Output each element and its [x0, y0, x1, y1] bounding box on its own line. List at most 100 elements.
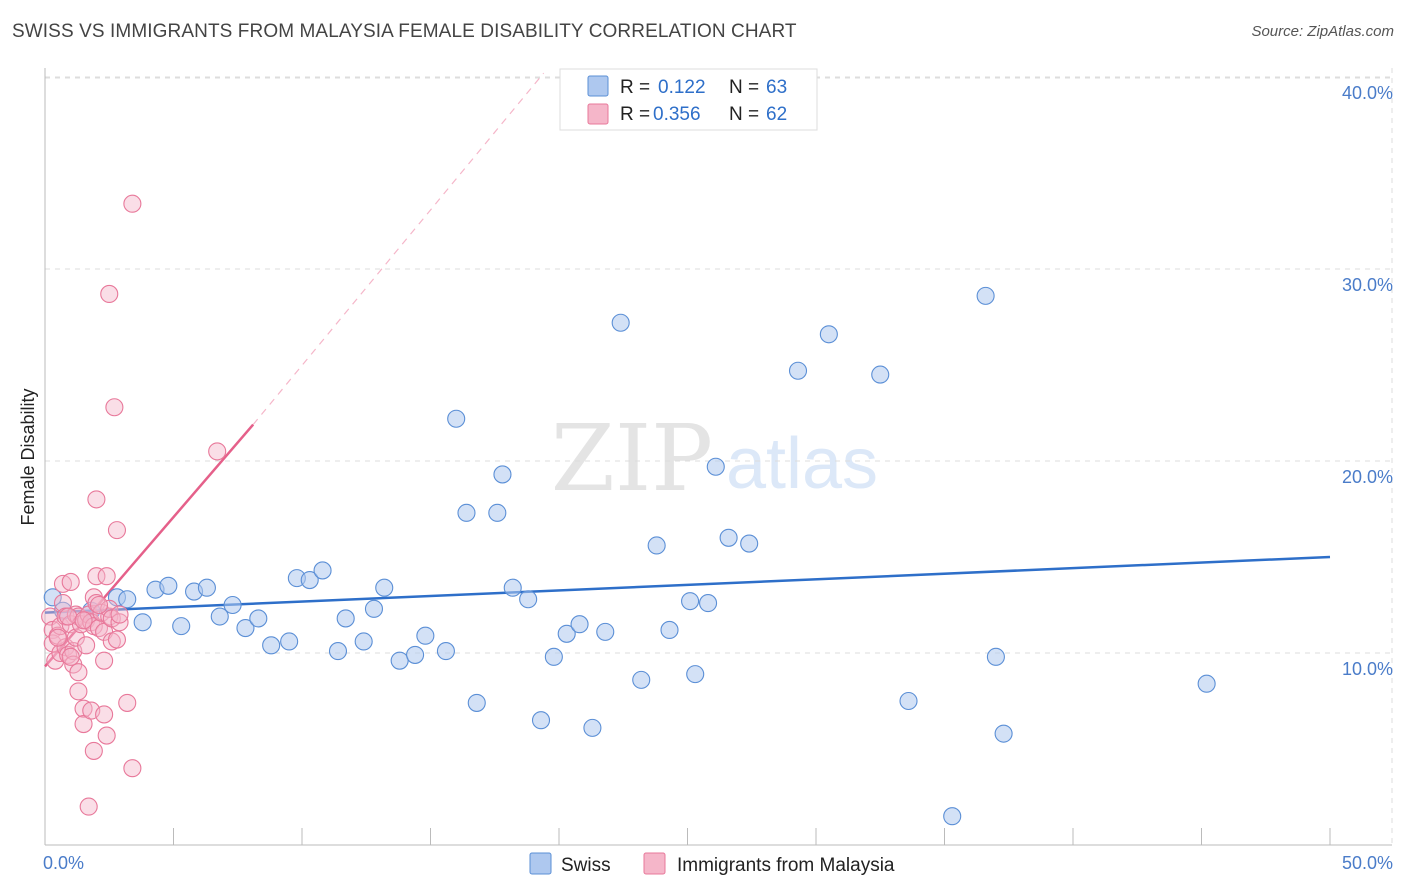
malaysia-bottom-label: Immigrants from Malaysia — [677, 855, 895, 876]
swiss-point — [197, 578, 216, 597]
swiss-point — [364, 599, 384, 618]
swiss-point — [390, 651, 409, 670]
malaysia-point — [69, 663, 88, 682]
swiss-point — [819, 325, 838, 344]
swiss-point — [328, 642, 348, 661]
swiss-point — [447, 409, 466, 428]
swiss-point — [788, 361, 808, 380]
source-credit: Source: ZipAtlas.com — [1251, 23, 1394, 40]
swiss-point — [336, 609, 355, 628]
stats-legend: R = 0.122 N = 63 R = 0.356 N = 62 — [559, 68, 818, 131]
malaysia-point — [123, 759, 142, 778]
malaysia-point — [123, 194, 142, 213]
swiss-point — [488, 503, 507, 522]
malaysia-point — [79, 797, 98, 816]
malaysia-point — [87, 567, 106, 586]
swiss-point — [210, 607, 229, 626]
swiss-point — [570, 615, 589, 634]
watermark-zip: ZIP — [551, 405, 713, 512]
swiss-point — [159, 576, 178, 595]
swiss-point — [660, 620, 679, 640]
malaysia-point — [53, 574, 73, 593]
malaysia-point — [53, 594, 73, 613]
swiss-point — [686, 665, 705, 684]
trend-lines — [44, 72, 1331, 668]
swiss-point — [416, 626, 435, 645]
swiss-point — [118, 590, 137, 609]
chart-title: SWISS VS IMMIGRANTS FROM MALAYSIA FEMALE… — [12, 21, 797, 42]
swiss-r-value: 0.122 — [658, 77, 706, 98]
swiss-point — [503, 578, 522, 597]
swiss-point — [899, 691, 918, 711]
swiss-point — [467, 693, 486, 712]
swiss-point — [719, 528, 738, 547]
swiss-point — [223, 595, 242, 615]
malaysia-point — [208, 442, 227, 461]
malaysia-point — [110, 613, 129, 632]
x-tick-label-max: 50.0% — [1342, 853, 1393, 873]
grid — [45, 68, 1393, 845]
swiss-point — [375, 578, 394, 597]
malaysia-n-value: 62 — [766, 104, 787, 125]
swiss-point — [280, 632, 299, 651]
swiss-point — [493, 465, 512, 484]
swiss-point — [133, 613, 152, 632]
swiss-point — [647, 536, 666, 555]
malaysia-point — [110, 605, 129, 624]
swiss-point — [354, 632, 373, 651]
malaysia-point — [66, 628, 85, 647]
swiss-point — [43, 588, 62, 607]
malaysia-point — [95, 651, 114, 670]
malaysia-point — [87, 490, 106, 509]
swiss-point — [976, 286, 995, 305]
malaysia-trend-extension — [252, 72, 545, 425]
swiss-point — [611, 313, 630, 332]
swiss-point — [740, 534, 759, 553]
swiss-point — [436, 642, 455, 661]
malaysia-point — [105, 398, 124, 417]
swiss-legend-swatch — [587, 75, 609, 97]
swiss-point — [313, 561, 332, 580]
swiss-points — [43, 286, 1216, 826]
malaysia-point — [61, 572, 80, 592]
malaysia-points — [41, 194, 227, 816]
malaysia-point — [107, 521, 127, 540]
swiss-bottom-swatch — [529, 852, 552, 875]
y-tick-label: 30.0% — [1342, 275, 1393, 295]
malaysia-point — [118, 693, 137, 712]
swiss-point — [519, 590, 538, 609]
swiss-point — [236, 618, 255, 638]
y-tick-label: 40.0% — [1342, 83, 1393, 103]
malaysia-point — [61, 647, 80, 666]
watermark: ZIP atlas — [551, 405, 878, 512]
malaysia-point — [95, 705, 114, 724]
swiss-point — [544, 647, 563, 666]
swiss-point — [871, 365, 890, 384]
swiss-point — [994, 724, 1013, 743]
malaysia-point — [97, 567, 116, 586]
malaysia-point — [69, 682, 88, 701]
axes — [44, 68, 1392, 846]
malaysia-r-label: R = — [620, 104, 650, 125]
swiss-point — [262, 636, 281, 655]
swiss-point — [583, 718, 602, 737]
swiss-point — [596, 622, 615, 641]
bottom-legend: Swiss Immigrants from Malaysia — [529, 852, 895, 876]
swiss-r-label: R = — [620, 77, 650, 98]
malaysia-point — [74, 714, 93, 734]
swiss-point — [632, 670, 651, 689]
swiss-point — [557, 624, 576, 643]
malaysia-point — [89, 595, 109, 615]
malaysia-point — [100, 284, 119, 304]
swiss-point — [706, 457, 725, 476]
swiss-point — [531, 711, 551, 730]
swiss-point — [300, 570, 319, 590]
swiss-point — [681, 592, 700, 611]
swiss-point — [943, 807, 962, 826]
swiss-point — [406, 645, 425, 664]
malaysia-point — [74, 699, 93, 718]
swiss-n-label: N = — [729, 77, 759, 98]
x-tick-label-min: 0.0% — [43, 853, 84, 873]
malaysia-point — [59, 607, 78, 626]
